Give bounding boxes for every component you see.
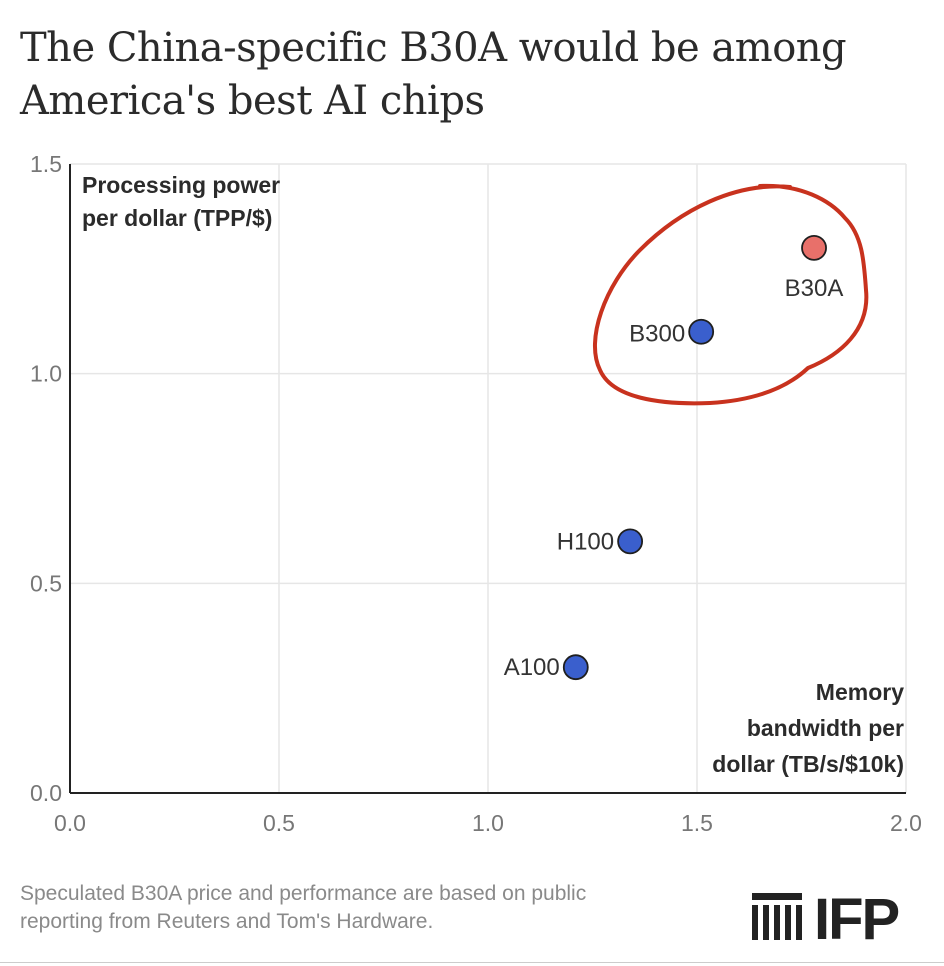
y-axis-label: Processing power per dollar (TPP/$) bbox=[82, 172, 280, 231]
scatter-chart: 0.0 0.5 1.0 1.5 2.0 0.0 0.5 1.0 1.5 Processing … bbox=[30, 151, 922, 836]
x-tick-labels: 0.0 0.5 1.0 1.5 2.0 bbox=[54, 810, 922, 836]
logo-text: IFP bbox=[814, 888, 899, 943]
logo-stripes-icon bbox=[752, 893, 802, 940]
ifp-logo: IFP bbox=[752, 888, 901, 943]
data-point-label: B300 bbox=[629, 321, 685, 348]
chart-title: The China-specific B30A would be among A… bbox=[20, 25, 847, 124]
axes bbox=[69, 164, 906, 794]
data-point-b300 bbox=[688, 318, 715, 345]
y-tick-labels: 0.0 0.5 1.0 1.5 bbox=[30, 151, 62, 806]
grid-lines bbox=[70, 163, 907, 793]
data-point-label: H100 bbox=[557, 528, 614, 555]
data-point-a100 bbox=[562, 654, 589, 681]
x-tick-label: 1.0 bbox=[472, 810, 504, 836]
y-tick-label: 1.5 bbox=[30, 151, 62, 177]
x-axis-label: Memory bandwidth per dollar (TB/s/$10k) bbox=[712, 679, 904, 777]
data-point-label: B30A bbox=[785, 275, 844, 302]
bottom-divider bbox=[0, 962, 944, 963]
y-axis-label-line: per dollar (TPP/$) bbox=[82, 205, 272, 231]
x-tick-label: 0.0 bbox=[54, 810, 86, 836]
y-tick-label: 0.5 bbox=[30, 570, 62, 596]
highlight-circle bbox=[593, 183, 869, 406]
x-tick-label: 2.0 bbox=[890, 810, 922, 836]
footer-note: Speculated B30A price and performance ar… bbox=[20, 880, 720, 936]
data-point-h100 bbox=[617, 528, 644, 555]
x-axis-label-line: Memory bbox=[816, 679, 904, 705]
x-axis-label-line: bandwidth per bbox=[747, 715, 904, 741]
x-tick-label: 0.5 bbox=[263, 810, 295, 836]
y-tick-label: 1.0 bbox=[30, 361, 62, 387]
x-axis-label-line: dollar (TB/s/$10k) bbox=[712, 751, 904, 777]
data-point-b30a bbox=[801, 234, 827, 261]
footer-note-line: reporting from Reuters and Tom's Hardwar… bbox=[20, 910, 434, 933]
x-tick-label: 1.5 bbox=[681, 810, 713, 836]
y-axis-label-line: Processing power bbox=[82, 172, 280, 198]
data-points: A100 H100 B300 B30A bbox=[504, 234, 844, 681]
footer-note-line: Speculated B30A price and performance ar… bbox=[20, 882, 587, 905]
data-point-label: A100 bbox=[504, 654, 560, 681]
y-tick-label: 0.0 bbox=[30, 780, 62, 806]
